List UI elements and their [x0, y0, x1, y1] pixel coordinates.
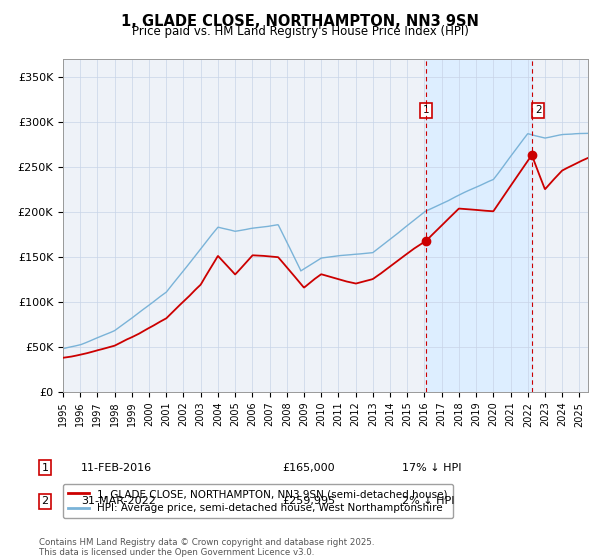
- Text: 2: 2: [535, 105, 541, 115]
- Text: 1: 1: [41, 463, 49, 473]
- Text: 17% ↓ HPI: 17% ↓ HPI: [402, 463, 461, 473]
- Text: £165,000: £165,000: [282, 463, 335, 473]
- Text: Contains HM Land Registry data © Crown copyright and database right 2025.
This d: Contains HM Land Registry data © Crown c…: [39, 538, 374, 557]
- Legend: 1, GLADE CLOSE, NORTHAMPTON, NN3 9SN (semi-detached house), HPI: Average price, : 1, GLADE CLOSE, NORTHAMPTON, NN3 9SN (se…: [63, 484, 453, 519]
- Text: Price paid vs. HM Land Registry's House Price Index (HPI): Price paid vs. HM Land Registry's House …: [131, 25, 469, 38]
- Bar: [426, 59, 532, 392]
- Text: 2% ↓ HPI: 2% ↓ HPI: [402, 496, 455, 506]
- Text: 2: 2: [41, 496, 49, 506]
- Text: 1, GLADE CLOSE, NORTHAMPTON, NN3 9SN: 1, GLADE CLOSE, NORTHAMPTON, NN3 9SN: [121, 14, 479, 29]
- Text: £259,995: £259,995: [282, 496, 335, 506]
- Text: 11-FEB-2016: 11-FEB-2016: [81, 463, 152, 473]
- Text: 1: 1: [423, 105, 430, 115]
- Text: 31-MAR-2022: 31-MAR-2022: [81, 496, 156, 506]
